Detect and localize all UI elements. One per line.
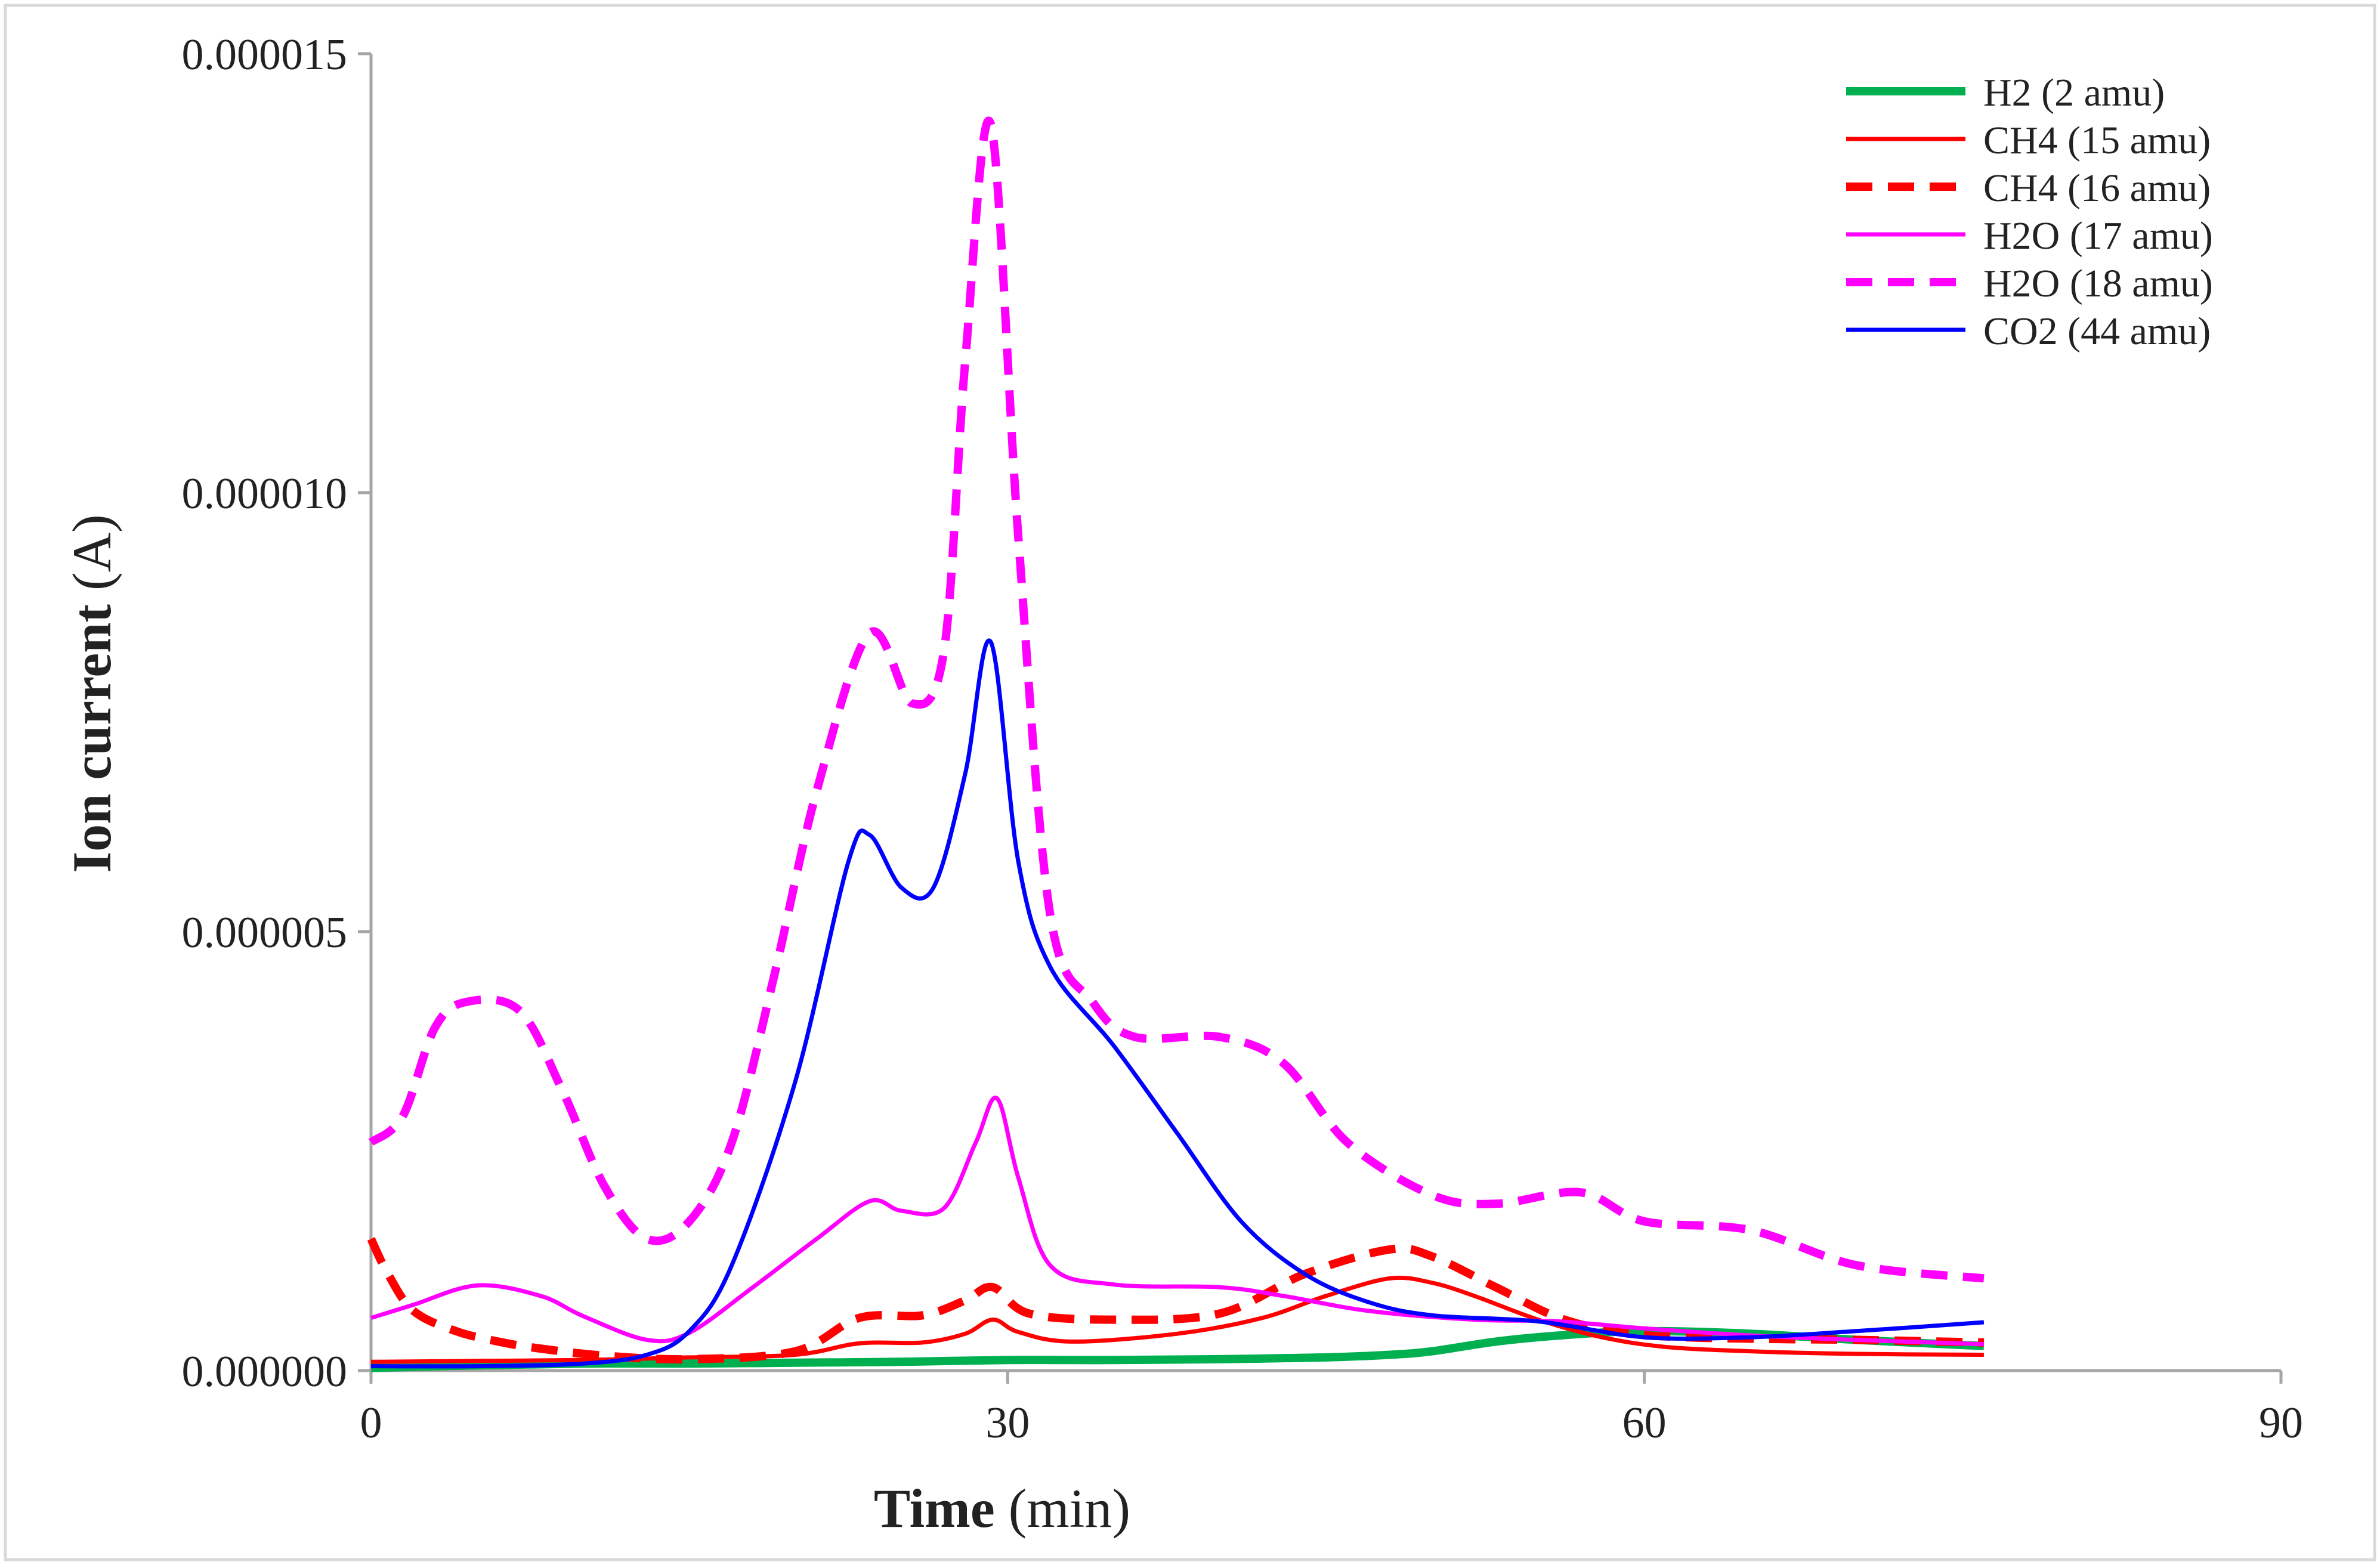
series-layer bbox=[367, 116, 1985, 1372]
legend-label: CO2 (44 amu) bbox=[1983, 310, 2211, 353]
x-axis-title: Time (min) bbox=[874, 1478, 1130, 1539]
x-tick-label: 60 bbox=[1622, 1399, 1667, 1448]
y-tick-label: 0.000010 bbox=[182, 469, 348, 518]
legend-item: H2O (18 amu) bbox=[1846, 262, 2213, 305]
y-axis-title: Ion current (A) bbox=[61, 514, 122, 873]
legend-label: H2 (2 amu) bbox=[1983, 71, 2165, 115]
x-axis: 0 30 60 90 bbox=[360, 1369, 2303, 1448]
y-axis: 0.000000 0.000005 0.000010 0.000015 bbox=[182, 30, 373, 1396]
series-line-ch4-15-amu bbox=[370, 1275, 1984, 1364]
legend-item: H2O (17 amu) bbox=[1846, 214, 2213, 258]
series-line-h2o-18-amu bbox=[368, 116, 1985, 1283]
y-tick-label: 0.000015 bbox=[182, 30, 348, 79]
series-line-h2o-17-amu bbox=[370, 1096, 1985, 1347]
legend-item: H2 (2 amu) bbox=[1846, 71, 2165, 115]
y-tick-label: 0.000005 bbox=[182, 908, 348, 957]
legend-item: CO2 (44 amu) bbox=[1846, 310, 2211, 353]
x-tick-label: 0 bbox=[360, 1399, 382, 1448]
series-line-ch4-16-amu bbox=[367, 1237, 1985, 1364]
y-tick-label: 0.000000 bbox=[182, 1347, 348, 1396]
legend-label: H2O (17 amu) bbox=[1983, 214, 2213, 258]
legend-item: CH4 (16 amu) bbox=[1846, 166, 2211, 210]
legend-label: H2O (18 amu) bbox=[1983, 262, 2213, 305]
legend-label: CH4 (15 amu) bbox=[1983, 119, 2211, 162]
legend: H2 (2 amu)CH4 (15 amu)CH4 (16 amu)H2O (1… bbox=[1846, 71, 2213, 353]
legend-label: CH4 (16 amu) bbox=[1983, 166, 2211, 210]
legend-item: CH4 (15 amu) bbox=[1846, 119, 2211, 162]
x-tick-label: 30 bbox=[985, 1399, 1030, 1448]
series-line-co2-44-amu bbox=[370, 638, 1985, 1369]
x-tick-label: 90 bbox=[2259, 1399, 2303, 1448]
